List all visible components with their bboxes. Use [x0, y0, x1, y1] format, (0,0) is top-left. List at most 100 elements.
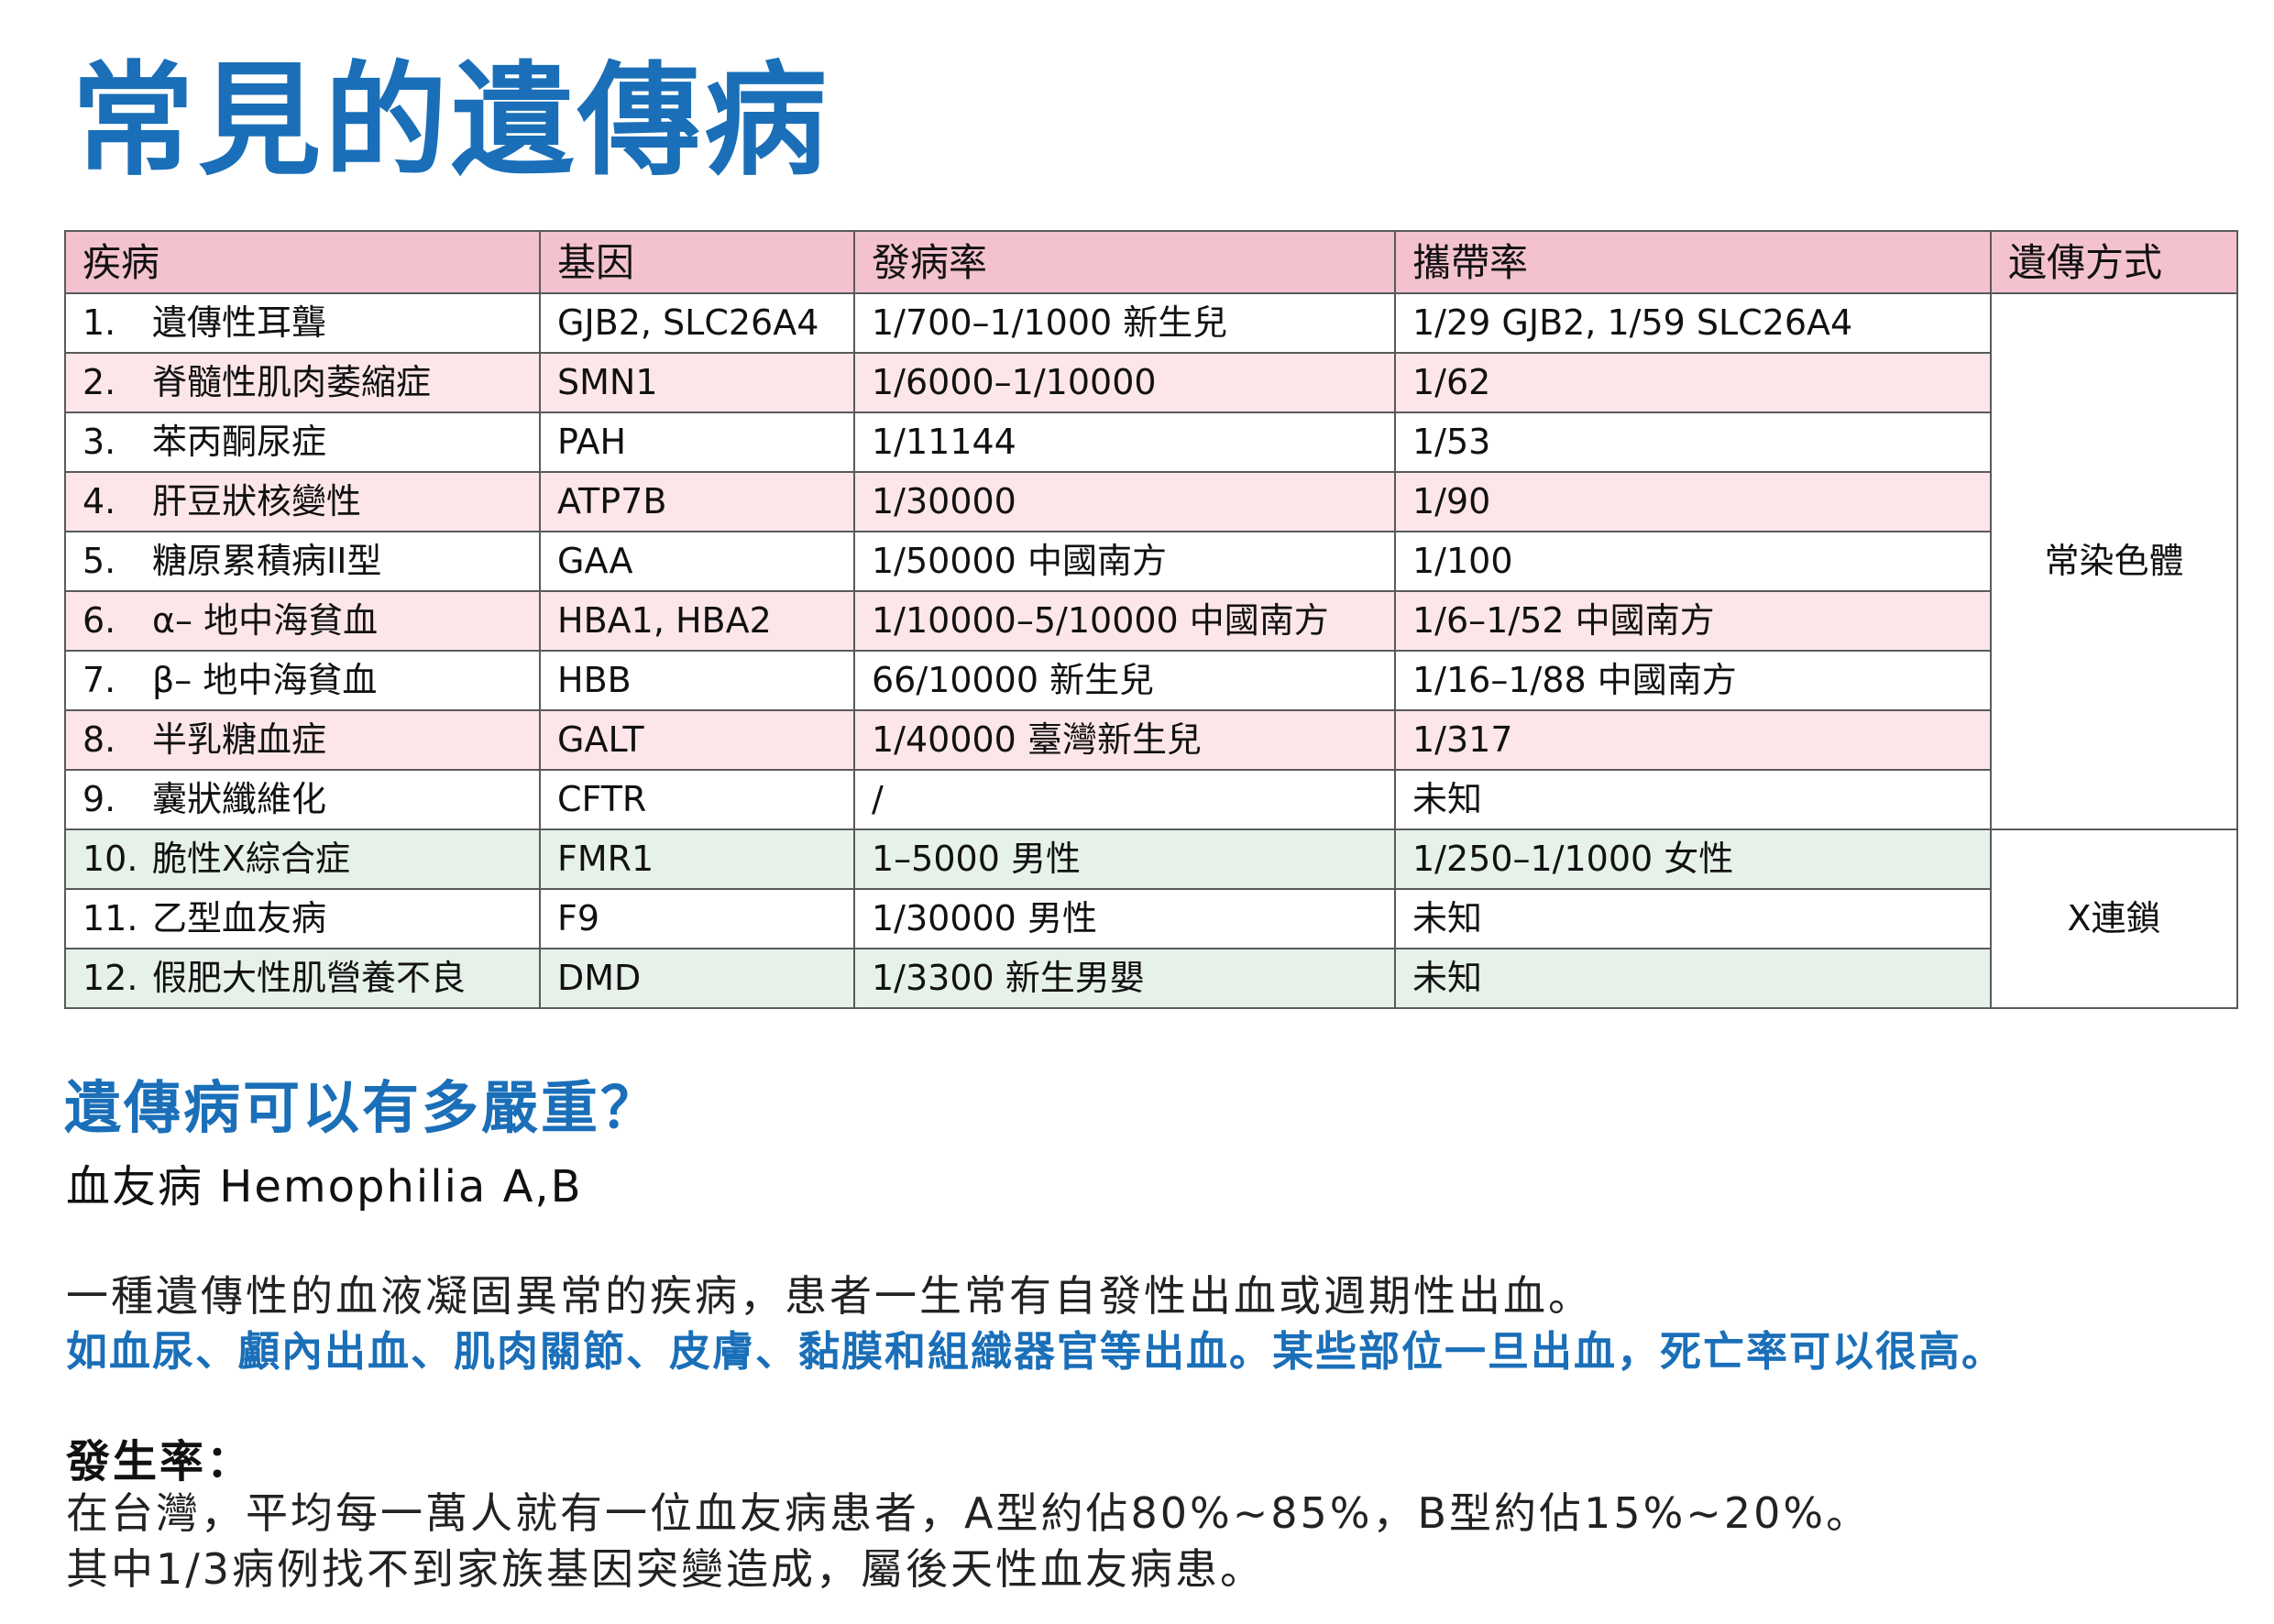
disease-cell: 2. 脊髓性肌肉萎縮症: [64, 352, 541, 413]
gene-cell: ATP7B: [539, 471, 855, 532]
incidence-rate-line-1: 在台灣，平均每一萬人就有一位血友病患者，A型約佔80%~85%，B型約佔15%~…: [66, 1488, 1872, 1538]
gene-cell: F9: [539, 888, 855, 949]
disease-cell: 5. 糖原累積病II型: [64, 531, 541, 592]
row-number: 4.: [82, 481, 116, 521]
row-number: 1.: [82, 302, 116, 343]
incidence-rate-line-2: 其中1/3病例找不到家族基因突變造成，屬後天性血友病患。: [66, 1544, 1266, 1594]
gene-cell: GAA: [539, 531, 855, 592]
hemophilia-subheading: 血友病 Hemophilia A,B: [66, 1161, 583, 1213]
incidence-cell: /: [853, 769, 1396, 830]
gene-cell: DMD: [539, 948, 855, 1009]
incidence-cell: 1/30000 男性: [853, 888, 1396, 949]
row-number: 9.: [82, 779, 116, 819]
carrier-cell: 1/317: [1394, 709, 1992, 771]
incidence-cell: 1/40000 臺灣新生兒: [853, 709, 1396, 771]
carrier-cell: 1/6–1/52 中國南方: [1394, 590, 1992, 652]
header-gene: 基因: [539, 230, 855, 294]
row-number: 6.: [82, 600, 116, 641]
table-row: 9. 囊狀纖維化 CFTR / 未知: [64, 769, 2237, 830]
header-incidence: 發病率: [853, 230, 1396, 294]
hemophilia-highlight: 如血尿、顱內出血、肌肉關節、皮膚、黏膜和組織器官等出血。某些部位一旦出血，死亡率…: [66, 1327, 2005, 1376]
gene-cell: GALT: [539, 709, 855, 771]
carrier-cell: 未知: [1394, 948, 1992, 1009]
page-title: 常見的遺傳病: [71, 49, 831, 192]
severity-heading: 遺傳病可以有多嚴重？: [64, 1074, 661, 1141]
row-number: 7.: [82, 660, 116, 700]
disease-cell: 6. α– 地中海貧血: [64, 590, 541, 652]
incidence-cell: 66/10000 新生兒: [853, 650, 1396, 711]
disease-name: 糖原累積病II型: [152, 541, 382, 581]
gene-cell: HBA1, HBA2: [539, 590, 855, 652]
incidence-cell: 1/10000–5/10000 中國南方: [853, 590, 1396, 652]
disease-cell: 11. 乙型血友病: [64, 888, 541, 949]
disease-cell: 3. 苯丙酮尿症: [64, 411, 541, 473]
incidence-cell: 1/50000 中國南方: [853, 531, 1396, 592]
incidence-rate-label: 發生率：: [66, 1436, 254, 1487]
disease-cell: 8. 半乳糖血症: [64, 709, 541, 771]
header-carrier-rate: 攜帶率: [1394, 230, 1992, 294]
disease-name: 假肥大性肌營養不良: [152, 958, 467, 998]
disease-name: 半乳糖血症: [152, 719, 327, 760]
carrier-cell: 1/29 GJB2, 1/59 SLC26A4: [1394, 292, 1992, 354]
table-row: 12. 假肥大性肌營養不良 DMD 1/3300 新生男嬰 未知: [64, 948, 2237, 1009]
inheritance-autosomal: 常染色體: [1990, 292, 2238, 830]
row-number: 10.: [82, 839, 138, 879]
gene-cell: HBB: [539, 650, 855, 711]
carrier-cell: 1/16–1/88 中國南方: [1394, 650, 1992, 711]
header-inheritance: 遺傳方式: [1990, 230, 2238, 294]
carrier-cell: 未知: [1394, 888, 1992, 949]
row-number: 5.: [82, 541, 116, 581]
disease-cell: 9. 囊狀纖維化: [64, 769, 541, 830]
disease-name: α– 地中海貧血: [152, 600, 379, 641]
table-row: 3. 苯丙酮尿症 PAH 1/11144 1/53: [64, 411, 2237, 473]
carrier-cell: 未知: [1394, 769, 1992, 830]
row-number: 3.: [82, 422, 116, 462]
disease-cell: 7. β– 地中海貧血: [64, 650, 541, 711]
disease-name: 脆性X綜合症: [152, 839, 351, 879]
disease-name: 乙型血友病: [152, 898, 327, 938]
table-row: 6. α– 地中海貧血 HBA1, HBA2 1/10000–5/10000 中國…: [64, 590, 2237, 652]
table-row: 1. 遺傳性耳聾 GJB2, SLC26A4 1/700–1/1000 新生兒 1…: [64, 292, 2238, 830]
incidence-cell: 1/6000–1/10000: [853, 352, 1396, 413]
table-row: 4. 肝豆狀核變性 ATP7B 1/30000 1/90: [64, 471, 2237, 532]
row-number: 2.: [82, 362, 116, 402]
carrier-cell: 1/62: [1394, 352, 1992, 413]
disease-cell: 4. 肝豆狀核變性: [64, 471, 541, 532]
incidence-cell: 1/3300 新生男嬰: [853, 948, 1396, 1009]
row-number: 8.: [82, 719, 116, 760]
disease-name: 脊髓性肌肉萎縮症: [152, 362, 432, 402]
table-row: 2. 脊髓性肌肉萎縮症 SMN1 1/6000–1/10000 1/62: [64, 352, 2237, 413]
gene-cell: GJB2, SLC26A4: [539, 292, 855, 354]
disease-cell: 1. 遺傳性耳聾: [64, 292, 541, 354]
carrier-cell: 1/250–1/1000 女性: [1394, 828, 1992, 890]
carrier-cell: 1/100: [1394, 531, 1992, 592]
disease-name: 肝豆狀核變性: [152, 481, 362, 521]
incidence-cell: 1–5000 男性: [853, 828, 1396, 890]
genetic-disease-table: 疾病 基因 發病率 攜帶率 遺傳方式 1. 遺傳性耳聾 GJB2, SLC26A4…: [64, 230, 2238, 1009]
disease-cell: 12. 假肥大性肌營養不良: [64, 948, 541, 1009]
table-header-row: 疾病 基因 發病率 攜帶率 遺傳方式: [64, 230, 2238, 294]
inheritance-x-linked: X連鎖: [1990, 828, 2238, 1009]
disease-name: β– 地中海貧血: [152, 660, 378, 700]
table-row: 10. 脆性X綜合症 FMR1 1–5000 男性 1/250–1/1000 女性…: [64, 828, 2238, 1009]
gene-cell: FMR1: [539, 828, 855, 890]
disease-name: 囊狀纖維化: [152, 779, 327, 819]
row-number: 11.: [82, 898, 138, 938]
gene-cell: PAH: [539, 411, 855, 473]
disease-cell: 10. 脆性X綜合症: [64, 828, 541, 890]
hemophilia-description: 一種遺傳性的血液凝固異常的疾病，患者一生常有自發性出血或週期性出血。: [66, 1271, 1593, 1321]
table-row: 8. 半乳糖血症 GALT 1/40000 臺灣新生兒 1/317: [64, 709, 2237, 771]
incidence-cell: 1/11144: [853, 411, 1396, 473]
carrier-cell: 1/90: [1394, 471, 1992, 532]
gene-cell: SMN1: [539, 352, 855, 413]
gene-cell: CFTR: [539, 769, 855, 830]
row-number: 12.: [82, 958, 138, 998]
table-row: 7. β– 地中海貧血 HBB 66/10000 新生兒 1/16–1/88 中國…: [64, 650, 2237, 711]
table-row: 5. 糖原累積病II型 GAA 1/50000 中國南方 1/100: [64, 531, 2237, 592]
header-disease: 疾病: [64, 230, 541, 294]
table-row: 11. 乙型血友病 F9 1/30000 男性 未知: [64, 888, 2237, 949]
disease-name: 遺傳性耳聾: [152, 302, 327, 343]
disease-name: 苯丙酮尿症: [152, 422, 327, 462]
carrier-cell: 1/53: [1394, 411, 1992, 473]
incidence-cell: 1/30000: [853, 471, 1396, 532]
